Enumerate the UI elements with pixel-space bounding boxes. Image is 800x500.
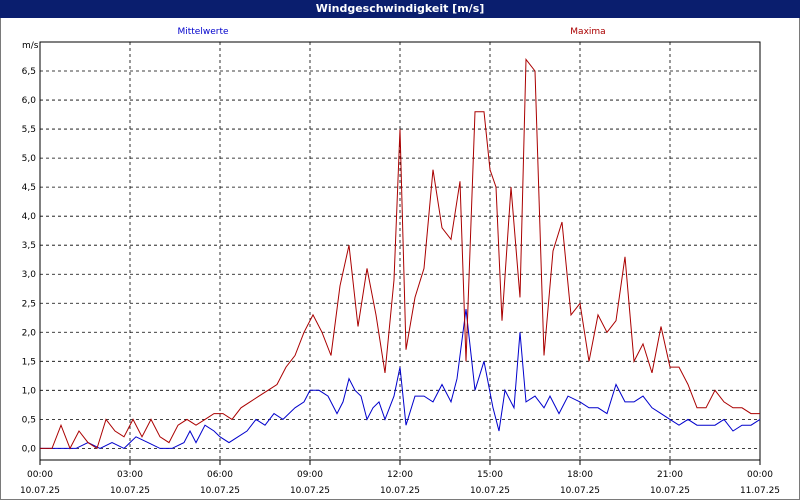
y-tick-label: 1,5: [22, 357, 36, 367]
y-tick-label: 5,5: [22, 125, 36, 135]
y-tick-label: 0,0: [22, 444, 37, 454]
x-tick-date: 10.07.25: [200, 486, 240, 496]
x-tick-date: 11.07.25: [740, 486, 780, 496]
y-tick-label: 3,5: [22, 241, 36, 251]
y-tick-label: 2,5: [22, 299, 36, 309]
labels: 0,0 0,5 1,0 1,5 2,0 2,5 3,0 3,5 4,0 4,5 5,0 5,5 6,0 6…: [20, 27, 780, 496]
y-axis-label: m/s: [22, 41, 39, 51]
series-line-maxima: [40, 57, 760, 450]
y-tick-label: 4,0: [22, 212, 37, 222]
x-tick-time: 09:00: [297, 470, 323, 480]
x-tick-time: 15:00: [477, 470, 503, 480]
x-tick-date: 10.07.25: [650, 486, 690, 496]
x-tick-date: 10.07.25: [470, 486, 510, 496]
y-tick-label: 6,5: [22, 67, 36, 77]
x-tick-time: 00:00: [747, 470, 773, 480]
grid: [40, 42, 760, 460]
x-tick-date: 10.07.25: [290, 486, 330, 496]
x-tick-date: 10.07.25: [560, 486, 600, 496]
x-tick-time: 03:00: [117, 470, 143, 480]
x-tick-date: 10.07.25: [20, 486, 60, 496]
x-tick-time: 00:00: [27, 470, 53, 480]
y-tick-label: 1,0: [22, 386, 37, 396]
y-tick-label: 5,0: [22, 154, 37, 164]
y-tick-label: 3,0: [22, 270, 37, 280]
x-tick-time: 21:00: [657, 470, 683, 480]
y-tick-label: 6,0: [22, 96, 37, 106]
x-tick-date: 10.07.25: [380, 486, 420, 496]
y-tick-label: 4,5: [22, 183, 36, 193]
legend-maxima: Maxima: [570, 27, 605, 37]
series-layer: [40, 57, 761, 450]
y-tick-label: 2,0: [22, 328, 37, 338]
legend-mittelwerte: Mittelwerte: [177, 27, 228, 37]
x-tick-time: 18:00: [567, 470, 593, 480]
y-tick-label: 0,5: [22, 415, 36, 425]
series-line-mittelwerte: [40, 309, 761, 450]
x-tick-time: 06:00: [207, 470, 233, 480]
axes: [39, 41, 761, 465]
x-tick-time: 12:00: [387, 470, 413, 480]
x-tick-date: 10.07.25: [110, 486, 150, 496]
chart-title: Windgeschwindigkeit [m/s]: [0, 0, 800, 18]
